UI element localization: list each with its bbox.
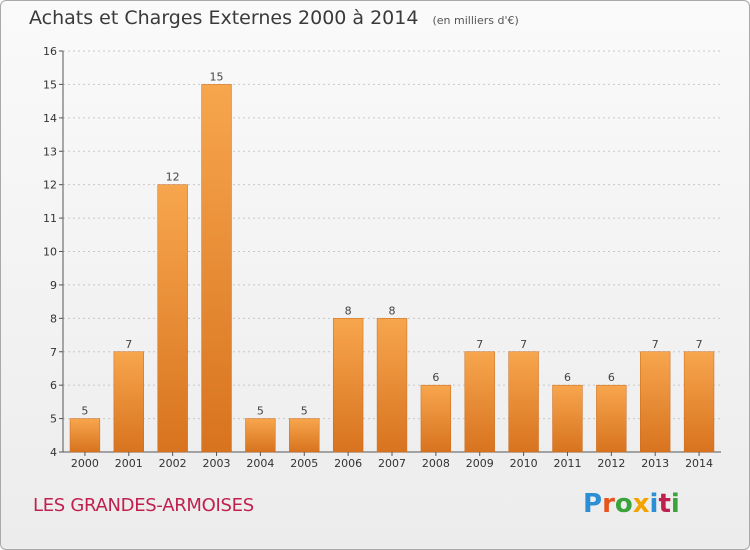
bar [201, 84, 232, 453]
logo-letter: i [670, 489, 680, 519]
chart-unit-label: (en milliers d'€) [432, 14, 519, 27]
x-tick-label: 2005 [290, 457, 318, 470]
chart-title: Achats et Charges Externes 2000 à 2014 (… [29, 7, 519, 29]
x-tick-label: 2004 [246, 457, 274, 470]
bar [464, 351, 495, 453]
x-tick-label: 2014 [685, 457, 713, 470]
y-tick-label: 11 [43, 212, 57, 225]
y-tick-label: 6 [50, 379, 57, 392]
bar [69, 418, 101, 453]
logo-letter: r [602, 489, 615, 519]
bar [640, 351, 671, 453]
x-tick-label: 2011 [553, 457, 581, 470]
data-label: 12 [166, 171, 180, 184]
logo-letter: t [658, 489, 671, 519]
x-tick-label: 2008 [422, 457, 450, 470]
bar [552, 384, 583, 453]
x-tick-label: 2013 [641, 457, 669, 470]
x-tick-label: 2003 [203, 457, 231, 470]
data-label: 6 [564, 371, 571, 384]
x-tick-label: 2009 [466, 457, 494, 470]
bar [508, 351, 539, 453]
logo-letter: i [649, 489, 659, 519]
x-tick-label: 2001 [115, 457, 143, 470]
y-tick-label: 5 [50, 413, 57, 426]
x-tick-label: 2010 [510, 457, 538, 470]
data-label: 5 [81, 405, 88, 418]
data-label: 6 [432, 371, 439, 384]
bar [332, 318, 364, 453]
x-tick-label: 2007 [378, 457, 406, 470]
x-tick-label: 2002 [159, 457, 187, 470]
bar [289, 418, 320, 453]
data-label: 7 [476, 338, 483, 351]
bar [420, 384, 452, 453]
y-tick-label: 9 [50, 279, 57, 292]
proxiti-logo[interactable]: Proxiti [583, 489, 680, 519]
y-tick-label: 12 [43, 179, 57, 192]
bar [245, 418, 276, 453]
bar [596, 384, 627, 453]
logo-letter: o [614, 489, 633, 519]
x-tick-label: 2006 [334, 457, 362, 470]
logo-letter: P [583, 489, 603, 519]
bar [113, 351, 144, 453]
data-label: 6 [608, 371, 615, 384]
y-tick-label: 14 [43, 112, 57, 125]
y-tick-label: 13 [43, 145, 57, 158]
commune-name: LES GRANDES-ARMOISES [33, 495, 254, 516]
y-tick-label: 4 [50, 446, 57, 459]
data-label: 5 [301, 405, 308, 418]
data-label: 7 [520, 338, 527, 351]
x-tick-label: 2012 [597, 457, 625, 470]
data-label: 8 [345, 304, 352, 317]
bar [157, 184, 188, 453]
data-label: 7 [125, 338, 132, 351]
data-label: 15 [210, 70, 224, 83]
chart-title-text: Achats et Charges Externes 2000 à 2014 [29, 7, 419, 29]
x-tick-label: 2000 [71, 457, 99, 470]
data-label: 7 [652, 338, 659, 351]
data-label: 5 [257, 405, 264, 418]
y-tick-label: 15 [43, 78, 57, 91]
y-tick-label: 8 [50, 312, 57, 325]
y-tick-label: 7 [50, 346, 57, 359]
data-label: 8 [389, 304, 396, 317]
bar [376, 318, 408, 453]
y-tick-label: 10 [43, 246, 57, 259]
y-tick-label: 16 [43, 45, 57, 58]
logo-letter: x [632, 489, 650, 519]
data-label: 7 [696, 338, 703, 351]
bar [683, 351, 715, 453]
